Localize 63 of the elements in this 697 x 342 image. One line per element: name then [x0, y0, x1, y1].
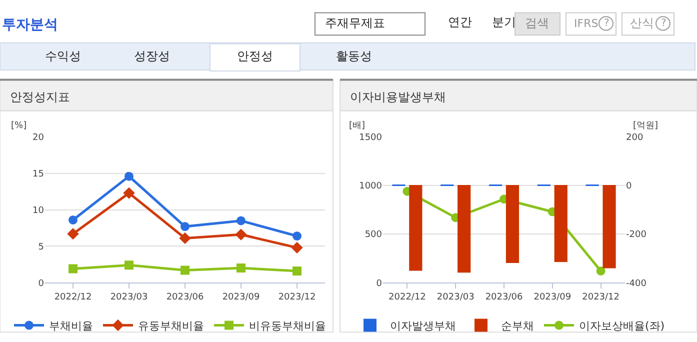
text: 주재무제표	[325, 16, 385, 30]
text: 활동성	[336, 49, 372, 63]
text: 안정성	[237, 49, 273, 63]
point	[68, 264, 78, 274]
legend-label: 순부채	[501, 320, 534, 333]
point	[292, 266, 302, 276]
text: 수익성	[45, 49, 81, 63]
point	[123, 187, 135, 199]
y-tick-label: 0	[376, 278, 382, 289]
point	[124, 260, 134, 270]
chart-title: 이자비용발생부채	[350, 90, 446, 104]
x-tick-label: 2023/09	[222, 292, 260, 302]
text: 산식	[630, 16, 654, 30]
legend-label: 비유동부채비율	[249, 320, 326, 333]
point	[235, 228, 247, 240]
legend-label: 부채비율	[49, 320, 93, 333]
legend-label: 이자보상배율(좌)	[579, 320, 665, 333]
y-tick-label: 0	[38, 278, 44, 289]
x-tick-label: 2023/06	[166, 292, 204, 302]
text: ?	[604, 18, 610, 29]
y2-tick-label: 0	[626, 182, 632, 192]
y-tick-label: 1500	[359, 133, 382, 144]
text: 검색	[525, 16, 549, 30]
x-tick-label: 2023/03	[110, 292, 148, 302]
point	[291, 242, 303, 254]
point	[236, 264, 246, 273]
chart-title: 안정성지표	[10, 90, 70, 104]
x-tick-label: 2022/12	[388, 292, 426, 302]
y2-tick-label: 200	[626, 133, 644, 144]
x-tick-label: 2022/12	[54, 292, 92, 302]
point	[180, 266, 190, 275]
point	[67, 228, 79, 240]
point	[596, 266, 606, 276]
x-tick-label: 2023/12	[278, 292, 316, 302]
text: 분기	[492, 15, 516, 29]
y-tick-label: 10	[32, 206, 44, 216]
point	[292, 232, 302, 241]
y-axis-title: [배]	[349, 121, 366, 131]
y-tick-label: 500	[364, 230, 382, 240]
point	[179, 232, 191, 244]
y-axis-title: [%]	[11, 121, 27, 131]
text: 연간	[448, 15, 472, 29]
text: 투자분석	[2, 17, 58, 33]
text: IFRS	[574, 17, 598, 30]
y-tick-label: 15	[32, 170, 44, 180]
x-tick-label: 2023/12	[582, 292, 620, 302]
y-tick-label: 20	[32, 133, 44, 144]
point	[236, 216, 246, 226]
y2-axis-title: [억원]	[633, 121, 658, 131]
legend-label: 이자발생부채	[390, 320, 456, 333]
x-tick-label: 2023/03	[436, 292, 474, 302]
point	[180, 222, 190, 232]
point	[124, 172, 134, 181]
point	[68, 215, 78, 224]
y2-tick-label: -200	[626, 230, 647, 240]
x-tick-label: 2023/06	[485, 292, 523, 302]
y-tick-label: 1000	[359, 182, 382, 192]
legend-label: 유동부채비율	[138, 320, 204, 333]
text: 성장성	[134, 49, 170, 63]
y2-tick-label: -400	[626, 278, 647, 289]
text: ?	[661, 18, 666, 29]
y-tick-label: 5	[38, 242, 44, 252]
x-tick-label: 2023/09	[534, 292, 572, 302]
